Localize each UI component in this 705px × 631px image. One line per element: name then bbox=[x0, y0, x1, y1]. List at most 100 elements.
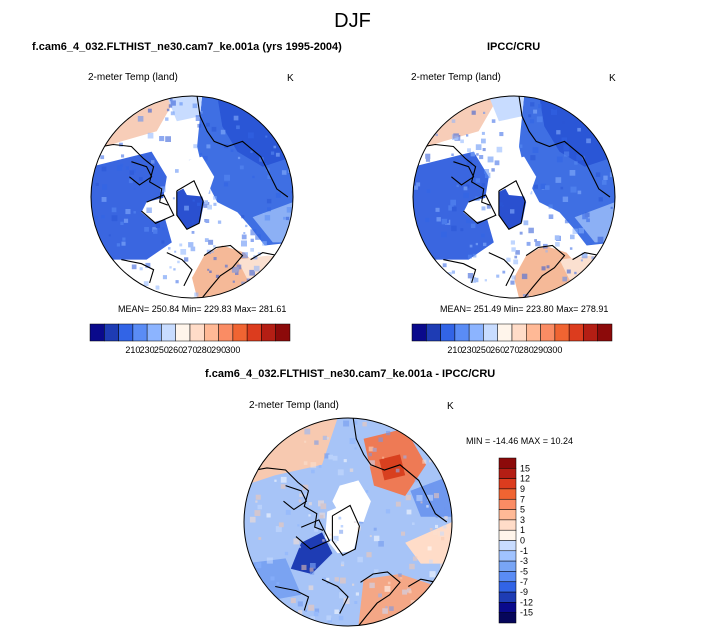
colorbar-swatch bbox=[498, 612, 517, 624]
colorbar-tick-label: 260 bbox=[168, 345, 183, 355]
central-asia bbox=[252, 202, 293, 243]
colorbar-tick-label: 300 bbox=[547, 345, 562, 355]
colorbar-swatch bbox=[498, 468, 517, 479]
colorbar-swatch bbox=[498, 560, 517, 572]
colorbar-tick-label: 3 bbox=[520, 515, 525, 525]
colorbar-swatch bbox=[511, 323, 527, 342]
panel-1-polar-map bbox=[90, 95, 294, 299]
colorbar-swatch bbox=[104, 323, 119, 342]
central-asia bbox=[574, 202, 615, 243]
colorbar-swatch bbox=[440, 323, 456, 342]
colorbar-swatch bbox=[175, 323, 191, 342]
colorbar-swatch bbox=[540, 323, 556, 342]
colorbar-swatch bbox=[554, 323, 570, 342]
colorbar-swatch bbox=[498, 478, 517, 490]
colorbar-swatch bbox=[498, 540, 517, 552]
panel-3-title: f.cam6_4_032.FLTHIST_ne30.cam7_ke.001a -… bbox=[205, 368, 496, 380]
colorbar-swatch bbox=[498, 550, 517, 562]
colorbar-tick-label: 9 bbox=[520, 484, 525, 494]
colorbar-tick-label: 12 bbox=[520, 474, 530, 484]
colorbar-swatch bbox=[246, 323, 262, 342]
panel-1-stats: MEAN= 250.84 Min= 229.83 Max= 281.61 bbox=[118, 304, 287, 314]
canada-cold bbox=[290, 532, 333, 574]
colorbar-tick-label: 5 bbox=[520, 505, 525, 515]
colorbar-tick-label: 210 bbox=[125, 345, 140, 355]
colorbar-swatch bbox=[498, 519, 517, 531]
colorbar-swatch bbox=[218, 323, 234, 342]
colorbar-tick-label: 270 bbox=[504, 345, 519, 355]
panel-2-polar-map bbox=[412, 95, 616, 299]
colorbar-swatch bbox=[426, 323, 441, 342]
colorbar-swatch bbox=[583, 323, 598, 342]
colorbar-tick-label: 270 bbox=[182, 345, 197, 355]
panel-3-variable: 2-meter Temp (land) bbox=[249, 400, 339, 411]
colorbar-tick-label: 290 bbox=[533, 345, 548, 355]
colorbar-tick-label: 1 bbox=[520, 525, 525, 535]
colorbar-tick-label: -12 bbox=[520, 597, 533, 607]
colorbar-tick-label: 250 bbox=[154, 345, 169, 355]
panel-3-units: K bbox=[447, 401, 454, 412]
colorbar-tick-label: 7 bbox=[520, 494, 525, 504]
colorbar-swatch bbox=[411, 323, 427, 342]
colorbar-swatch bbox=[132, 323, 148, 342]
coastlines bbox=[244, 418, 452, 626]
arctic-ocean bbox=[498, 156, 537, 197]
panel-2-stats: MEAN= 251.49 Min= 223.80 Max= 278.91 bbox=[440, 304, 609, 314]
colorbar-swatch bbox=[597, 323, 613, 342]
bering-region bbox=[488, 96, 525, 122]
colorbar-swatch bbox=[526, 323, 541, 342]
colorbar-swatch bbox=[498, 591, 517, 603]
colorbar-swatch bbox=[498, 571, 517, 582]
panel-2-variable: 2-meter Temp (land) bbox=[411, 72, 501, 83]
colorbar-swatch bbox=[89, 323, 105, 342]
colorbar-tick-label: 290 bbox=[211, 345, 226, 355]
map-border bbox=[243, 417, 453, 627]
colorbar-swatch bbox=[232, 323, 248, 342]
colorbar-swatch bbox=[498, 581, 517, 593]
colorbar-tick-label: 250 bbox=[476, 345, 491, 355]
east-europe bbox=[559, 255, 615, 280]
panel-2-title: IPCC/CRU bbox=[487, 41, 541, 53]
colorbar-tick-label: -15 bbox=[520, 608, 533, 618]
colorbar-swatch bbox=[568, 323, 584, 342]
north-america-land bbox=[91, 151, 172, 260]
colorbar-tick-label: 280 bbox=[197, 345, 212, 355]
panel-2-units: K bbox=[609, 73, 616, 84]
colorbar-tick-label: -9 bbox=[520, 587, 528, 597]
arctic-ocean bbox=[176, 156, 215, 197]
colorbar-swatch bbox=[498, 457, 517, 469]
panel-1-variable: 2-meter Temp (land) bbox=[88, 72, 178, 83]
colorbar-swatch bbox=[468, 323, 484, 342]
colorbar-tick-label: 280 bbox=[519, 345, 534, 355]
panel-2-colorbar: 210 230 250 260 270 280 290 300 bbox=[411, 323, 613, 355]
panel-1-colorbar: 210 230 250 260 270 280 290 300 bbox=[89, 323, 291, 355]
colorbar-swatch bbox=[498, 509, 517, 521]
colorbar-swatch bbox=[146, 323, 162, 342]
colorbar-swatch bbox=[497, 323, 513, 342]
colorbar-tick-label: 230 bbox=[140, 345, 155, 355]
colorbar-tick-label: -5 bbox=[520, 566, 528, 576]
panel-1-units: K bbox=[287, 73, 294, 84]
colorbar-tick-label: 300 bbox=[225, 345, 240, 355]
map-border bbox=[412, 95, 616, 299]
colorbar-tick-label: 230 bbox=[462, 345, 477, 355]
colorbar-swatch bbox=[498, 529, 517, 541]
colorbar-swatch bbox=[454, 323, 470, 342]
colorbar-swatch bbox=[498, 499, 517, 510]
europe-warm bbox=[358, 574, 452, 626]
colorbar-tick-label: 210 bbox=[447, 345, 462, 355]
colorbar-tick-label: 15 bbox=[520, 463, 530, 473]
colorbar-swatch bbox=[161, 323, 176, 342]
colorbar-tick-label: 260 bbox=[490, 345, 505, 355]
page-title: DJF bbox=[334, 10, 371, 32]
panel-3-stats: MIN = -14.46 MAX = 10.24 bbox=[466, 436, 574, 446]
colorbar-swatch bbox=[189, 323, 205, 342]
panel-1-title: f.cam6_4_032.FLTHIST_ne30.cam7_ke.001a (… bbox=[32, 41, 342, 53]
colorbar-swatch bbox=[118, 323, 134, 342]
map-border bbox=[90, 95, 294, 299]
colorbar-swatch bbox=[261, 323, 276, 342]
colorbar-swatch bbox=[483, 323, 498, 342]
colorbar-swatch bbox=[498, 488, 517, 500]
colorbar-swatch bbox=[498, 602, 517, 613]
